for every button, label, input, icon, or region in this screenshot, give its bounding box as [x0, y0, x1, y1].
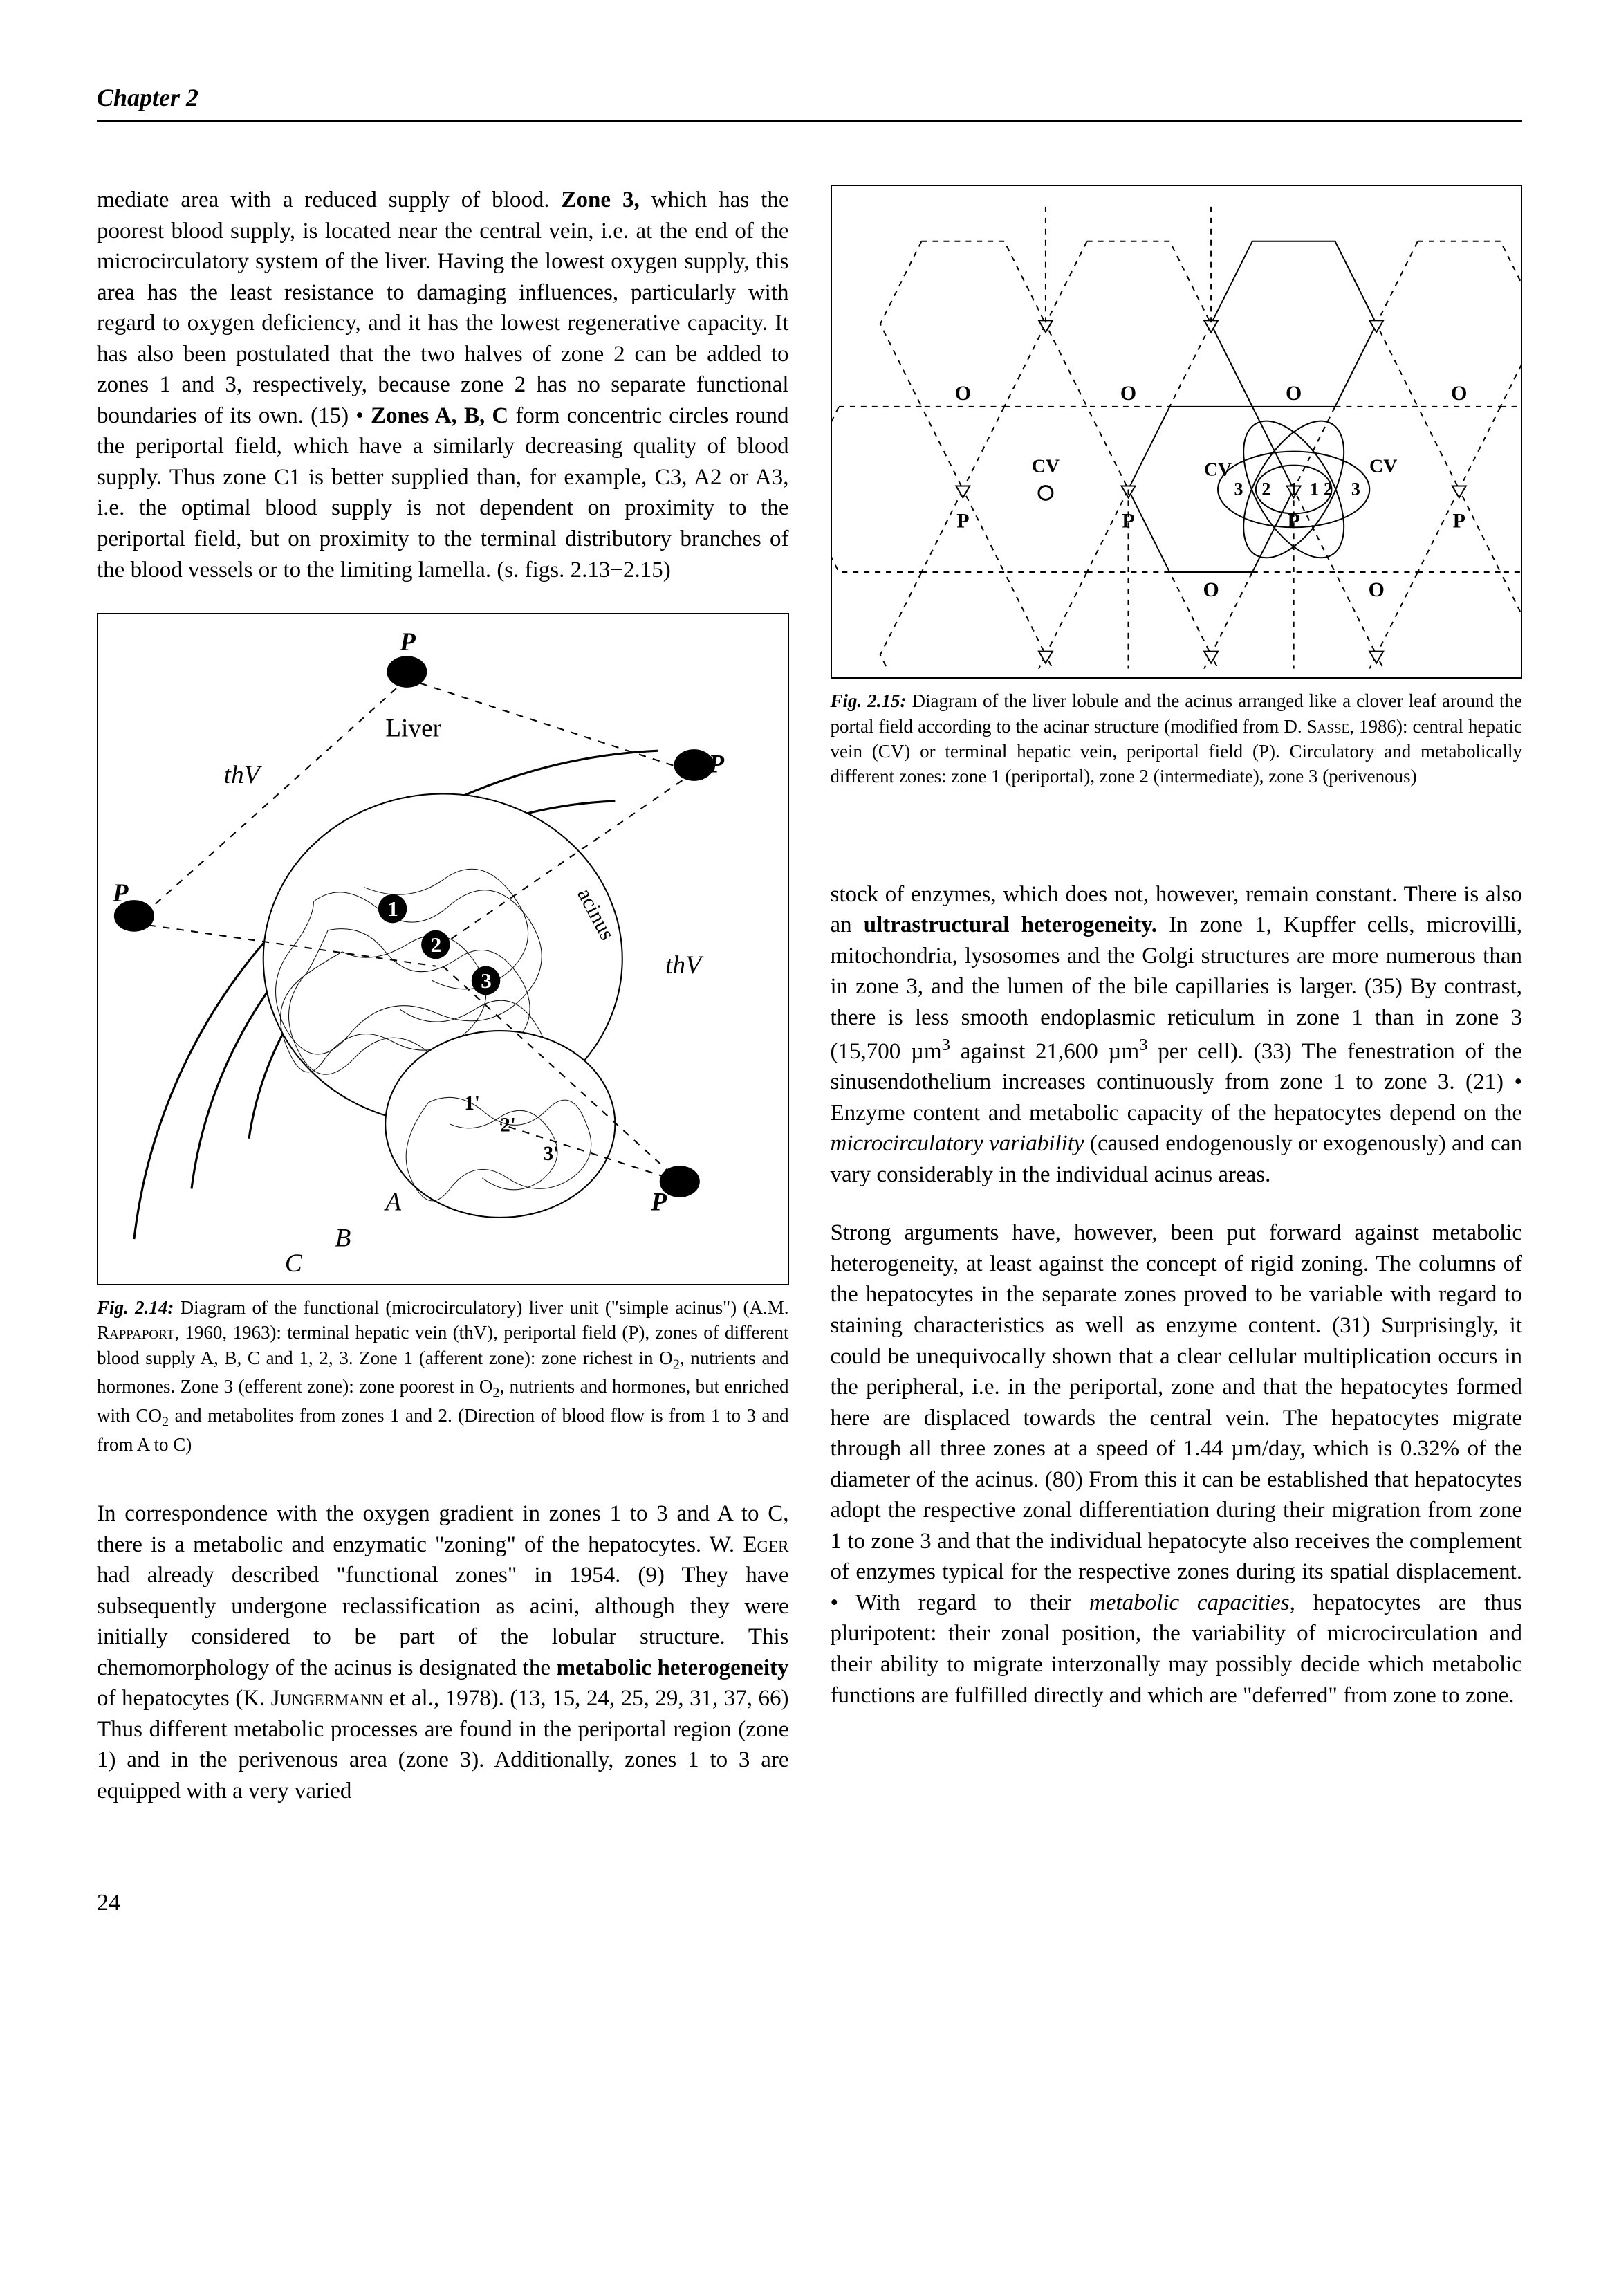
right-para-2: Strong arguments have, however, been put…	[831, 1218, 1523, 1711]
svg-text:CV: CV	[1031, 456, 1059, 477]
text: form concentric circles round the peripo…	[97, 403, 789, 582]
svg-text:3: 3	[1351, 479, 1360, 499]
chapter-header: Chapter 2	[97, 83, 1522, 122]
svg-text:O: O	[954, 382, 970, 405]
figure-2-14-caption: Fig. 2.14: Diagram of the functional (mi…	[97, 1295, 789, 1457]
svg-text:O: O	[1203, 578, 1219, 601]
fig-label: Fig. 2.15:	[831, 690, 907, 711]
text: 2	[492, 1386, 499, 1401]
label-C: C	[285, 1249, 303, 1275]
svg-text:1: 1	[1289, 479, 1298, 499]
label-thV: thV	[665, 951, 704, 980]
left-para-1: mediate area with a reduced supply of bl…	[97, 185, 789, 585]
term-zone3: Zone 3,	[562, 187, 640, 212]
svg-text:O: O	[1368, 578, 1384, 601]
text: which has the poorest blood supply, is l…	[97, 187, 789, 428]
text: Diagram of the functional (microcirculat…	[174, 1297, 788, 1318]
right-column: O O O O O O CV CV CV	[831, 185, 1523, 1807]
svg-text:3': 3'	[544, 1143, 559, 1165]
figure-2-15-image: O O O O O O CV CV CV	[831, 185, 1523, 679]
term-microcirculatory: microcirculatory variability	[831, 1131, 1084, 1156]
svg-text:O: O	[1451, 382, 1467, 405]
left-para-2: In correspondence with the oxygen gradie…	[97, 1498, 789, 1806]
text: Strong arguments have, however, been put…	[831, 1220, 1523, 1615]
label-A: A	[383, 1188, 401, 1217]
label-P: P	[399, 628, 416, 656]
svg-text:CV: CV	[1369, 456, 1397, 477]
label-thV: thV	[224, 761, 263, 789]
label-P: P	[650, 1188, 667, 1217]
text: of hepatocytes (K.	[97, 1686, 271, 1711]
right-para-1: stock of enzymes, which does not, howeve…	[831, 879, 1523, 1190]
figure-2-14-image: 1 2 3 1' 2' 3' P P P P thV	[97, 613, 789, 1285]
author: Eger	[743, 1532, 788, 1557]
label-P: P	[112, 879, 129, 908]
text: 2	[162, 1414, 169, 1429]
two-column-layout: mediate area with a reduced supply of bl…	[97, 185, 1522, 1807]
svg-text:2': 2'	[500, 1114, 516, 1136]
term-ultrastructural: ultrastructural heterogeneity.	[864, 912, 1157, 937]
svg-text:O: O	[1120, 382, 1136, 405]
text: against 21,600 µm	[950, 1039, 1139, 1064]
fig-label: Fig. 2.14:	[97, 1297, 174, 1318]
label-liver: Liver	[385, 715, 441, 743]
label-B: B	[335, 1224, 351, 1253]
svg-text:3: 3	[1234, 479, 1243, 499]
term-zonesABC: Zones A, B, C	[371, 403, 508, 428]
svg-text:3: 3	[481, 968, 492, 993]
page-number: 24	[97, 1890, 1522, 1916]
term-metabolic-capacities: metabolic capacities,	[1089, 1590, 1295, 1615]
figure-2-14: 1 2 3 1' 2' 3' P P P P thV	[97, 613, 789, 1457]
svg-text:P: P	[1452, 509, 1465, 532]
svg-text:P: P	[956, 509, 969, 532]
author: Rappaport	[97, 1322, 174, 1343]
text: In correspondence with the oxygen gradie…	[97, 1501, 789, 1557]
svg-text:CV: CV	[1203, 459, 1231, 481]
text: mediate area with a reduced supply of bl…	[97, 187, 562, 212]
svg-text:1': 1'	[464, 1092, 480, 1114]
svg-text:2: 2	[1324, 479, 1333, 499]
figure-2-15: O O O O O O CV CV CV	[831, 185, 1523, 789]
author: Jungermann	[271, 1686, 383, 1711]
figure-2-15-caption: Fig. 2.15: Diagram of the liver lobule a…	[831, 688, 1523, 789]
svg-text:2: 2	[431, 933, 442, 957]
text: 3	[1139, 1036, 1147, 1054]
text: and metabolites from zones 1 and 2. (Dir…	[97, 1405, 789, 1455]
svg-text:O: O	[1286, 382, 1302, 405]
author: Sasse	[1307, 716, 1349, 737]
svg-text:1: 1	[1310, 479, 1319, 499]
svg-text:2: 2	[1261, 479, 1270, 499]
term-metabolic: metabolic heterogeneity	[557, 1655, 789, 1680]
svg-text:P: P	[1122, 509, 1134, 532]
text: 3	[942, 1036, 950, 1054]
text: 2	[673, 1357, 680, 1372]
left-column: mediate area with a reduced supply of bl…	[97, 185, 789, 1807]
svg-text:1: 1	[387, 897, 398, 921]
label-P: P	[707, 750, 725, 778]
